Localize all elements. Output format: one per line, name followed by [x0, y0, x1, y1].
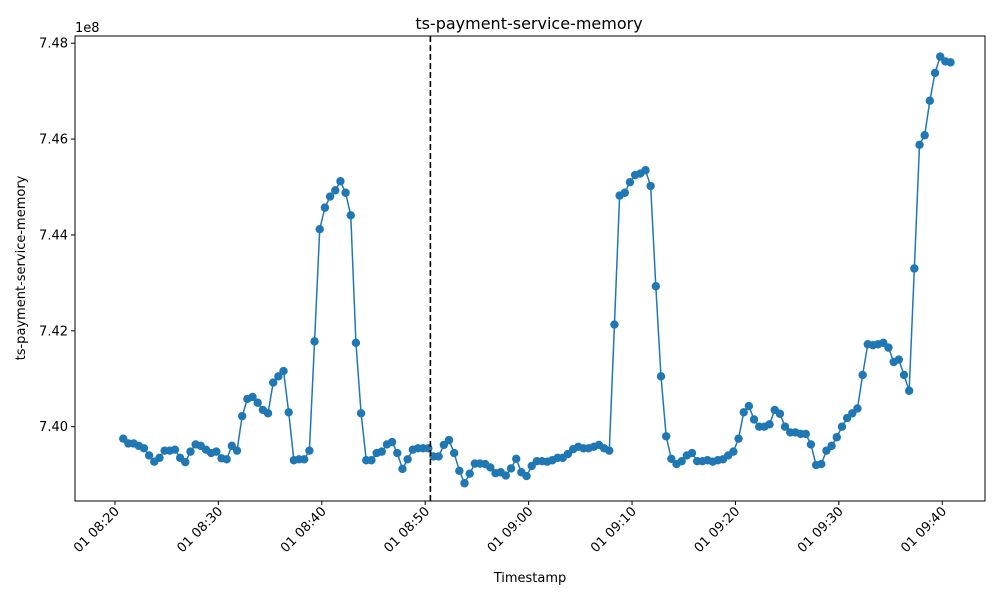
data-point	[739, 408, 748, 417]
axes-frame	[74, 35, 986, 502]
data-point	[775, 409, 785, 418]
data-point	[377, 447, 386, 456]
data-point	[734, 434, 743, 443]
data-point	[315, 224, 324, 234]
y-tick-label: 7.46	[39, 133, 68, 148]
data-point	[155, 453, 164, 463]
data-point	[817, 459, 826, 469]
data-point	[801, 429, 810, 439]
data-point	[346, 211, 355, 220]
y-tick-label: 7.42	[39, 324, 68, 339]
data-point	[522, 471, 531, 481]
data-point	[486, 463, 495, 472]
data-point	[222, 455, 231, 464]
y-axis-multiplier: 1e8	[75, 21, 100, 36]
data-point	[915, 140, 924, 150]
y-tick-label: 7.44	[39, 228, 68, 243]
data-point	[331, 186, 340, 195]
data-point	[455, 466, 464, 475]
data-point	[651, 282, 661, 291]
data-point	[139, 444, 149, 453]
y-axis-label: ts-payment-service-memory	[14, 175, 29, 360]
data-point	[641, 166, 650, 175]
data-point	[687, 448, 697, 458]
data-point	[434, 452, 443, 461]
data-point	[930, 68, 940, 78]
data-point	[341, 188, 350, 197]
data-point	[667, 454, 676, 464]
chart-title: ts-payment-service-memory	[415, 14, 642, 33]
data-point	[620, 188, 629, 197]
data-point	[263, 409, 273, 418]
data-point	[646, 181, 655, 191]
data-point	[279, 366, 288, 376]
data-point	[858, 370, 867, 380]
data-point	[729, 447, 738, 456]
data-point	[661, 432, 671, 441]
data-point	[393, 448, 402, 458]
data-point	[232, 446, 242, 455]
data-point	[832, 433, 841, 442]
data-point	[946, 58, 955, 67]
data-point	[501, 471, 511, 480]
data-point	[403, 455, 412, 464]
data-point	[325, 192, 335, 201]
data-point	[904, 386, 914, 395]
data-point	[625, 178, 635, 187]
data-point	[656, 372, 666, 381]
data-point	[899, 370, 909, 380]
data-point	[884, 343, 893, 352]
y-tick-label: 7.40	[39, 420, 68, 435]
data-point	[351, 338, 361, 347]
data-point	[212, 447, 221, 456]
data-point	[444, 435, 454, 445]
data-point	[610, 320, 619, 329]
data-point	[506, 464, 516, 473]
data-point	[827, 441, 836, 451]
data-point	[181, 457, 190, 467]
y-axis-ticks: 7.40 7.42 7.44 7.46 7.48	[39, 37, 75, 435]
data-point	[765, 420, 774, 429]
data-point	[744, 401, 754, 411]
data-point	[320, 203, 330, 212]
data-point	[253, 398, 262, 407]
data-point	[424, 444, 433, 453]
data-point	[144, 451, 154, 460]
data-point	[170, 445, 180, 454]
data-point	[248, 392, 257, 402]
data-point	[269, 378, 278, 387]
data-point	[512, 454, 521, 464]
data-point	[284, 408, 293, 417]
data-point	[837, 422, 847, 431]
data-point	[186, 447, 195, 456]
data-point	[398, 464, 407, 474]
data-point	[356, 409, 366, 418]
data-point	[305, 446, 314, 455]
data-point	[677, 457, 686, 466]
data-point	[780, 422, 790, 431]
plot-area	[119, 36, 955, 501]
data-point	[925, 96, 935, 105]
data-point	[853, 404, 862, 413]
data-point	[910, 264, 919, 273]
x-axis-label: Timestamp	[493, 571, 567, 586]
data-point	[749, 415, 759, 424]
data-point	[460, 479, 469, 488]
data-point	[336, 177, 345, 186]
y-tick-label: 7.48	[39, 37, 68, 52]
data-point	[237, 411, 247, 421]
data-point	[310, 337, 319, 346]
data-point	[465, 469, 474, 478]
data-point	[300, 455, 309, 464]
data-point	[806, 440, 816, 449]
data-point	[894, 355, 904, 364]
data-point	[449, 448, 459, 458]
data-point	[920, 131, 929, 140]
data-point	[274, 372, 283, 381]
data-point	[367, 456, 376, 465]
data-point	[605, 446, 614, 455]
data-point	[387, 437, 397, 447]
